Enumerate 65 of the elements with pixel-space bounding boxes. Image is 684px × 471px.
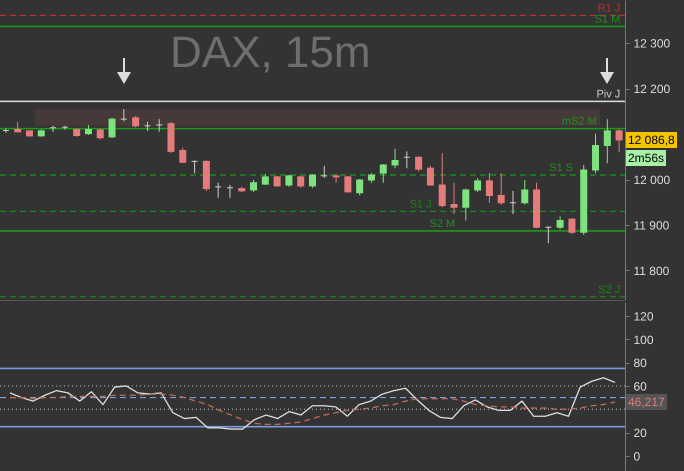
y-tick-label: 12 000	[634, 173, 671, 188]
line-series	[9, 393, 616, 426]
candlestick	[297, 175, 304, 188]
candlestick	[415, 156, 422, 172]
y-tick-label: 100	[634, 332, 654, 347]
candlestick	[274, 175, 281, 188]
y-tick-label: 11 800	[634, 264, 670, 278]
text: 46,217	[626, 394, 667, 410]
candlestick	[616, 129, 623, 153]
y-tick-label: 12 300	[634, 36, 671, 51]
candlestick	[438, 152, 446, 208]
candlestick	[84, 124, 92, 136]
candlestick	[498, 172, 505, 206]
candlestick	[544, 226, 552, 244]
ref-line-label: R1 J	[598, 2, 620, 14]
y-tick-label: 11 900	[634, 218, 670, 232]
candlestick	[356, 178, 364, 196]
candlestick	[309, 174, 316, 188]
candlestick	[368, 172, 375, 184]
candlestick	[191, 160, 198, 174]
candlestick	[179, 147, 186, 164]
candlestick	[344, 175, 352, 194]
candlestick	[96, 128, 104, 140]
candlestick	[426, 165, 434, 186]
ref-line-label: S1 M	[594, 13, 620, 26]
candlestick	[450, 182, 458, 215]
candlestick	[380, 164, 387, 184]
ref-line-label: S1 J	[410, 198, 432, 210]
y-tick-label: 0	[634, 449, 640, 464]
candlestick	[320, 165, 328, 178]
candlestick	[14, 121, 22, 132]
candlestick	[144, 121, 151, 132]
y-tick-label: 20	[634, 426, 648, 440]
candlestick	[568, 218, 576, 235]
text: 2m56s	[626, 150, 666, 166]
candlestick	[474, 178, 482, 192]
ref-line-label: S1 S	[549, 162, 574, 174]
y-tick-label: 80	[634, 356, 648, 370]
candlestick	[226, 184, 234, 198]
candlestick	[108, 118, 116, 138]
ref-line-label: Piv J	[596, 88, 620, 100]
ref-line-label: S2 J	[598, 284, 620, 296]
candlestick	[556, 216, 564, 230]
candlestick	[120, 108, 128, 122]
candlestick	[604, 118, 611, 164]
y-tick-label: 12 200	[634, 82, 671, 96]
candlestick	[285, 174, 292, 188]
candlestick	[156, 118, 163, 132]
candlestick	[392, 148, 399, 169]
line-series	[9, 377, 616, 430]
text: 12 086,8	[626, 132, 677, 148]
candlestick	[486, 172, 493, 204]
ref-line-label: mS2 M	[562, 116, 597, 128]
candlestick	[521, 180, 528, 206]
candlestick	[403, 150, 410, 169]
text: DAX, 15m	[170, 28, 371, 78]
candlestick	[250, 180, 258, 192]
y-tick-label: 60	[634, 379, 648, 394]
ref-line-label: S2 M	[430, 218, 456, 230]
candlestick	[509, 190, 516, 215]
candlestick	[462, 188, 470, 221]
candlestick	[262, 174, 269, 186]
y-tick-label: 120	[634, 309, 654, 324]
candlestick	[214, 182, 222, 198]
candlestick	[132, 115, 140, 128]
